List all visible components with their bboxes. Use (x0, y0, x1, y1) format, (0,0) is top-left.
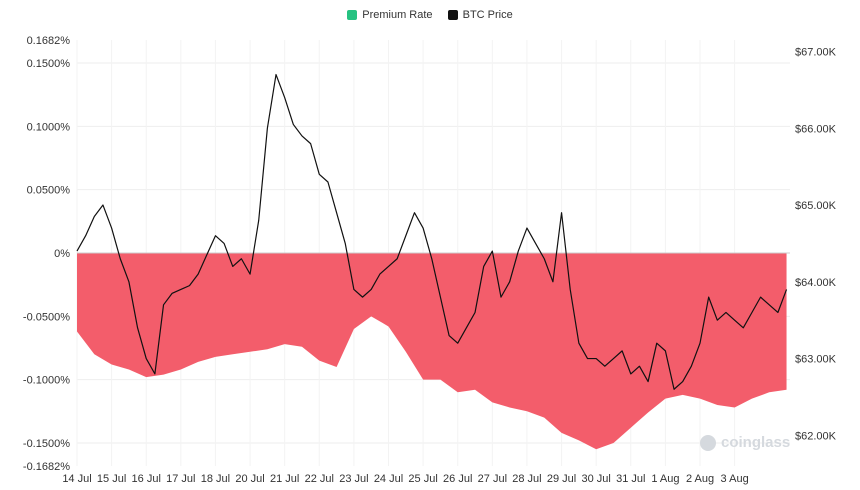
legend-item-btc-price[interactable]: BTC Price (447, 9, 513, 21)
watermark-text: coinglass (721, 434, 791, 451)
legend-label-premium-rate: Premium Rate (362, 9, 433, 21)
x-tick-label-2: 16 Jul (132, 473, 161, 485)
legend-item-premium-rate[interactable]: Premium Rate (347, 9, 433, 21)
x-tick-label-13: 28 Jul (512, 473, 541, 485)
y-right-tick-label-4: $66.00K (795, 123, 837, 135)
x-tick-label-1: 15 Jul (97, 473, 126, 485)
y-right-tick-label-0: $62.00K (795, 430, 837, 442)
y-right-tick-label-2: $64.00K (795, 277, 837, 289)
legend-swatch-btc-price (447, 10, 458, 20)
x-tick-label-0: 14 Jul (62, 473, 91, 485)
legend-label-btc-price: BTC Price (462, 9, 513, 21)
y-right-tick-label-5: $67.00K (795, 47, 837, 59)
x-tick-label-3: 17 Jul (166, 473, 195, 485)
premium-rate-area (77, 253, 787, 450)
x-tick-label-11: 26 Jul (443, 473, 472, 485)
y-left-tick-label-5: -0.0500% (23, 311, 70, 323)
x-tick-label-7: 22 Jul (305, 473, 334, 485)
x-tick-label-17: 1 Aug (651, 473, 679, 485)
x-tick-label-14: 29 Jul (547, 473, 576, 485)
y-left-tick-label-7: -0.1500% (23, 438, 70, 450)
x-tick-label-9: 24 Jul (374, 473, 403, 485)
y-right-tick-label-3: $65.00K (795, 200, 837, 212)
x-tick-label-18: 2 Aug (686, 473, 714, 485)
y-left-tick-label-4: 0% (54, 248, 70, 260)
x-tick-label-16: 31 Jul (616, 473, 645, 485)
y-left-tick-label-0: 0.1682% (27, 35, 71, 47)
x-tick-label-19: 3 Aug (721, 473, 749, 485)
x-tick-label-4: 18 Jul (201, 473, 230, 485)
x-tick-label-15: 30 Jul (581, 473, 610, 485)
x-tick-label-8: 23 Jul (339, 473, 368, 485)
y-right-tick-label-1: $63.00K (795, 354, 837, 366)
x-tick-label-12: 27 Jul (478, 473, 507, 485)
x-tick-label-10: 25 Jul (408, 473, 437, 485)
legend-swatch-premium-rate (347, 10, 358, 20)
y-left-tick-label-8: -0.1682% (23, 461, 70, 473)
btc-price-line (76, 73, 788, 390)
y-left-tick-label-2: 0.1000% (27, 121, 71, 133)
y-left-tick-label-6: -0.1000% (23, 375, 70, 387)
watermark: coinglass (700, 434, 790, 451)
x-tick-label-5: 20 Jul (235, 473, 264, 485)
y-left-tick-label-1: 0.1500% (27, 58, 71, 70)
x-tick-label-6: 21 Jul (270, 473, 299, 485)
chart-legend: Premium Rate BTC Price (0, 9, 860, 23)
y-left-tick-label-3: 0.0500% (27, 185, 71, 197)
coinglass-logo-icon (700, 434, 716, 451)
